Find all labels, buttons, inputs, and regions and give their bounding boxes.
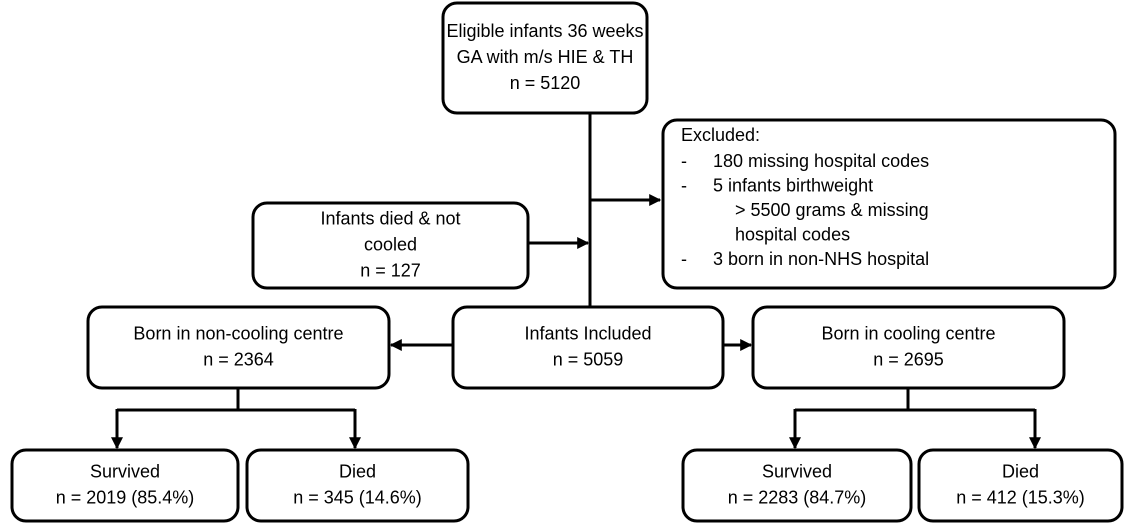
node-text: n = 127: [360, 260, 421, 280]
node-text: Died: [1002, 461, 1039, 481]
excluded-text: > 5500 grams & missing: [735, 200, 929, 220]
node-box: [245, 448, 470, 523]
node-box: [86, 305, 391, 390]
node-text: Survived: [762, 461, 832, 481]
excluded-text: 180 missing hospital codes: [713, 151, 929, 171]
node-text: n = 5059: [553, 349, 624, 369]
node-text: n = 2019 (85.4%): [56, 487, 195, 507]
bullet: -: [681, 151, 687, 171]
node-text: GA with m/s HIE & TH: [457, 47, 634, 67]
node-text: n = 2695: [873, 349, 944, 369]
node-box: [10, 448, 240, 523]
excluded-heading: Excluded:: [681, 125, 760, 145]
node-text: Infants died & not: [320, 208, 460, 228]
node-box: [441, 1, 649, 115]
node-box: [917, 448, 1124, 523]
excluded-text: 3 born in non-NHS hospital: [713, 249, 929, 269]
connector: [117, 388, 355, 412]
excluded-box: [661, 118, 1117, 290]
excluded-text: 5 infants birthweight: [713, 175, 873, 195]
connector: [795, 388, 1035, 412]
node-text: n = 5120: [510, 73, 581, 93]
node-text: n = 2364: [203, 349, 274, 369]
node-text: n = 412 (15.3%): [956, 487, 1085, 507]
node-text: Survived: [90, 461, 160, 481]
node-text: Born in non-cooling centre: [133, 323, 343, 343]
node-text: cooled: [364, 234, 417, 254]
node-box: [251, 201, 530, 290]
node-text: Died: [339, 461, 376, 481]
node-text: n = 2283 (84.7%): [728, 487, 867, 507]
bullet: -: [681, 249, 687, 269]
node-box: [681, 448, 913, 523]
excluded-text: hospital codes: [735, 224, 850, 244]
connectors: [111, 113, 1041, 450]
bullet: -: [681, 175, 687, 195]
node-text: Infants Included: [524, 323, 651, 343]
node-text: Eligible infants 36 weeks: [446, 21, 643, 41]
node-text: n = 345 (14.6%): [293, 487, 422, 507]
node-box: [451, 305, 725, 390]
node-text: Born in cooling centre: [821, 323, 995, 343]
node-box: [751, 305, 1066, 390]
